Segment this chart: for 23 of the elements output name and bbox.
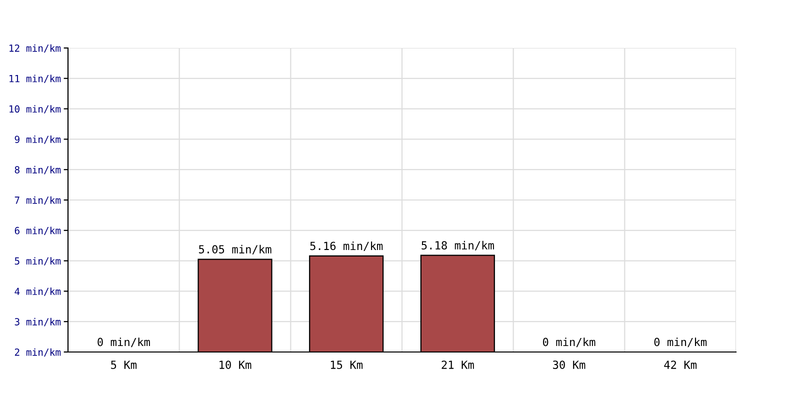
- x-tick-label: 42 Km: [664, 360, 697, 369]
- y-tick-label: 11 min/km: [10, 74, 61, 84]
- x-tick-label: 30 Km: [553, 360, 586, 369]
- text: 0 min/km: [654, 338, 707, 348]
- data-label: 5.18 min/km: [422, 240, 494, 250]
- y-tick-label: 3 min/km: [14, 318, 61, 326]
- y-tick-label: 4 min/km: [14, 288, 61, 296]
- y-tick-label: 5 min/km: [14, 257, 61, 266]
- text: 0 min/km: [542, 338, 596, 348]
- text: 0 min/km: [98, 338, 150, 348]
- x-tick-label: 5 Km: [111, 360, 137, 369]
- y-tick-label: 8 min/km: [14, 166, 61, 174]
- y-tick-label: 10 min/km: [10, 105, 61, 114]
- y-tick-label: 7 min/km: [14, 196, 61, 205]
- x-tick-label: 10 Km: [220, 360, 252, 369]
- data-label: 5.05 min/km: [198, 244, 272, 254]
- x-tick-label: 15 Km: [330, 360, 363, 369]
- y-tick-label: 2 min/km: [14, 348, 61, 357]
- y-tick-label: 12 min/km: [10, 44, 61, 53]
- y-tick-label: 6 min/km: [14, 226, 61, 236]
- y-tick-label: 9 min/km: [14, 136, 61, 144]
- data-label: 5.16 min/km: [310, 242, 383, 252]
- x-tick-label: 21 Km: [442, 360, 474, 369]
